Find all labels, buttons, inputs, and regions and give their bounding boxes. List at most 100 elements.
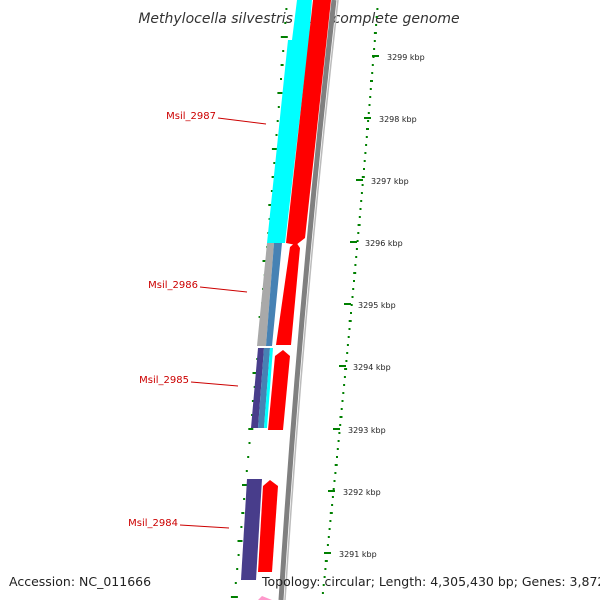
- gc-skew-tick: [361, 176, 365, 178]
- gc-skew-tick: [358, 216, 361, 218]
- gc-skew-tick: [348, 320, 352, 322]
- gc-skew-tick: [367, 112, 370, 114]
- gc-skew-tick: [371, 72, 374, 74]
- gc-skew-tick: [376, 8, 379, 10]
- scale-mark-3297: 3297 kbp: [356, 177, 409, 186]
- gc-skew-tick: [375, 16, 378, 18]
- gc-content-tick: [282, 50, 285, 52]
- gc-skew-tick: [348, 328, 351, 330]
- cog-block-cyan-top: [292, 0, 312, 40]
- gc-skew-tick: [331, 504, 334, 506]
- gc-skew-tick: [345, 360, 348, 362]
- gene-label-msil-2986[interactable]: Msil_2986: [148, 280, 248, 293]
- gene-label-text: Msil_2984: [128, 518, 178, 529]
- gc-content-tick: [280, 36, 288, 38]
- gc-skew-tick: [375, 24, 378, 26]
- gc-skew-tick: [339, 424, 342, 426]
- gene-label-msil-2985[interactable]: Msil_2985: [139, 375, 239, 387]
- gc-content-tick: [245, 470, 248, 472]
- cog-track: [241, 0, 312, 600]
- gc-skew-tick: [338, 432, 341, 434]
- gc-skew-tick: [328, 528, 331, 530]
- gc-skew-tick: [355, 256, 358, 258]
- topology-text: Topology: circular; Length: 4,305,430 bp…: [262, 574, 600, 589]
- scale-mark-3299: 3299 kbp: [372, 53, 425, 62]
- gc-content-tick: [268, 204, 274, 206]
- gc-skew-tick: [347, 336, 350, 338]
- gc-content-tick: [230, 596, 238, 598]
- gc-skew-tick: [369, 88, 372, 90]
- gc-skew-tick: [326, 544, 329, 546]
- gc-skew-tick: [357, 224, 361, 226]
- scale-label: 3298 kbp: [379, 115, 417, 124]
- scale-mark-3293: 3293 kbp: [333, 426, 386, 435]
- gc-skew-tick: [346, 352, 349, 354]
- gc-content-tick: [251, 414, 254, 416]
- gc-skew-tick: [343, 376, 346, 378]
- gc-content-tick: [271, 148, 279, 150]
- gc-skew-tick: [346, 344, 349, 346]
- gene-label-text: Msil_2986: [148, 280, 198, 291]
- forward-cds-track: [258, 0, 331, 572]
- gc-content-tick: [241, 512, 245, 514]
- leader-line: [199, 286, 248, 293]
- gc-skew-tick: [369, 96, 372, 98]
- scale-label: 3297 kbp: [371, 177, 409, 186]
- scale-label: 3292 kbp: [343, 488, 381, 497]
- gc-skew-tick: [329, 520, 332, 522]
- gene-label-msil-2984[interactable]: Msil_2984: [128, 518, 230, 529]
- gc-skew-tick: [341, 400, 344, 402]
- gc-skew-tick: [366, 128, 369, 130]
- cog-block-steelblue: [266, 243, 282, 346]
- backbone-highlight: [284, 0, 339, 600]
- gene-label-msil-2987[interactable]: Msil_2987: [166, 111, 267, 125]
- gc-skew-tick: [324, 568, 327, 570]
- gc-content-tick: [248, 442, 251, 444]
- scale-label: 3295 kbp: [358, 301, 396, 310]
- gc-content-tick: [271, 176, 275, 178]
- gc-skew-tick: [353, 280, 355, 282]
- cog-block-indigo: [251, 348, 264, 428]
- gc-skew-tick: [337, 440, 340, 442]
- scale-mark-3295: 3295 kbp: [344, 301, 396, 310]
- gc-skew-tick: [350, 312, 352, 314]
- gc-skew-tick: [359, 208, 362, 210]
- gc-skew-tick: [332, 488, 335, 490]
- gc-content-tick: [270, 190, 273, 192]
- scale-label: 3291 kbp: [339, 550, 377, 559]
- cds-arrow-2986: [276, 242, 300, 345]
- cds-arrow-2987: [286, 0, 331, 245]
- gc-skew-tick: [357, 232, 360, 234]
- accession-text: Accession: NC_011666: [9, 574, 152, 589]
- gene-labels: Msil_2987 Msil_2986 Msil_2985 Msil_2984: [128, 111, 267, 529]
- gc-skew-tick: [339, 416, 343, 418]
- gc-skew-tick: [364, 152, 367, 154]
- scale-mark-3292: 3292 kbp: [328, 488, 381, 497]
- gc-content-tick: [277, 106, 280, 108]
- leader-line: [190, 381, 239, 387]
- gc-skew-tick: [323, 576, 326, 578]
- gc-content-tick: [285, 8, 288, 10]
- scale-mark-3296: 3296 kbp: [350, 239, 403, 248]
- gc-skew-tick: [327, 536, 330, 538]
- gc-content-tick: [243, 498, 246, 500]
- gc-skew-tick: [336, 448, 339, 450]
- gc-skew-tick: [361, 184, 364, 186]
- cds-arrow-2985: [268, 350, 290, 430]
- cog-block-cyan-small: [264, 348, 273, 428]
- gc-skew-tick: [368, 104, 371, 106]
- gc-skew-tick: [334, 464, 338, 466]
- cog-block-indigo-lower: [241, 479, 262, 580]
- gc-content-tick: [237, 540, 243, 542]
- gc-skew-tick: [365, 136, 368, 138]
- gc-skew-tick: [355, 248, 358, 250]
- gc-skew-tick: [344, 368, 348, 370]
- scale-label: 3294 kbp: [353, 363, 391, 372]
- gc-content-tick: [275, 134, 278, 136]
- gc-skew-tick: [356, 240, 359, 242]
- gc-content-tick: [280, 78, 282, 80]
- gc-content-tick: [273, 162, 276, 164]
- gc-skew-tick: [351, 296, 354, 298]
- gc-skew-tick: [363, 168, 365, 170]
- gc-skew-tick: [321, 592, 324, 594]
